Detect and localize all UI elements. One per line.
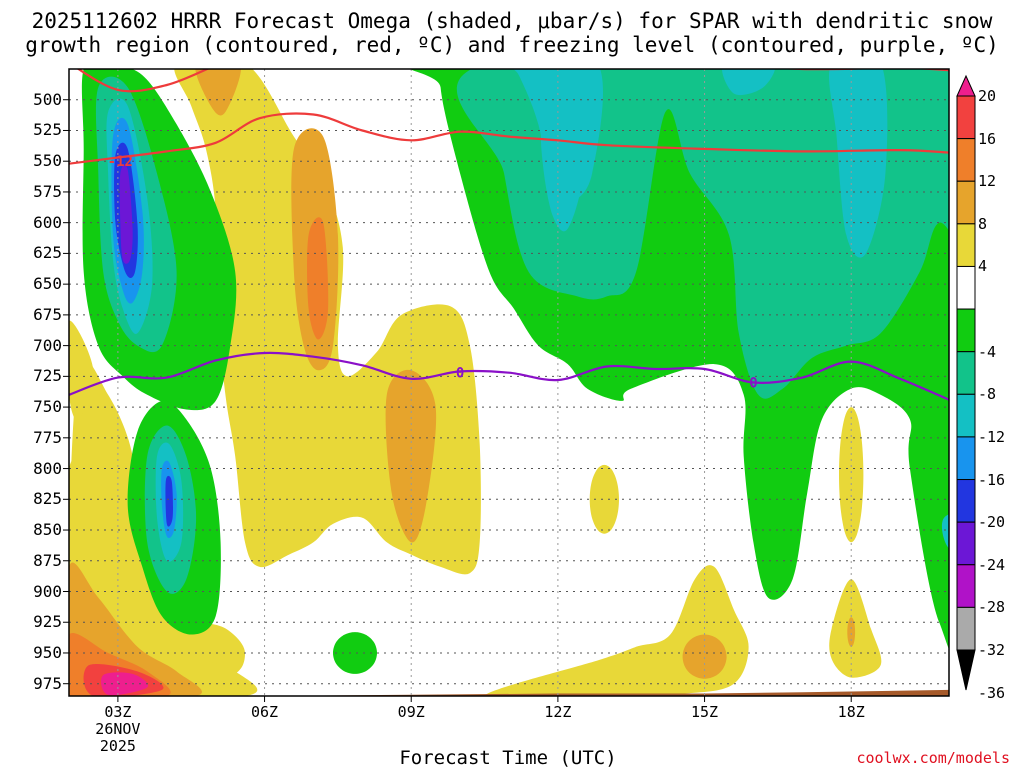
- y-tick-label: 950: [33, 642, 62, 662]
- colorbar-label: -24: [978, 555, 1006, 574]
- colorbar-bin: [956, 265, 976, 310]
- omega-sinking-15z-core: [682, 634, 727, 679]
- x-tick-label: 18Z: [837, 703, 865, 721]
- omega-rising-core-18z: [829, 69, 888, 258]
- y-tick-label: 975: [33, 673, 62, 693]
- y-tick-label: 575: [33, 181, 62, 201]
- colorbar-bin: [956, 308, 976, 353]
- x-tick-label: 09Z: [397, 703, 425, 721]
- colorbar-bin: [956, 564, 976, 608]
- x-tick-date: 26NOV: [95, 720, 141, 738]
- omega-rising-03z-purple: [119, 164, 133, 264]
- colorbar-label: -4: [978, 342, 997, 361]
- y-tick-label: 550: [33, 151, 62, 171]
- chart-title-line-1: 2025112602 HRRR Forecast Omega (shaded, …: [31, 9, 993, 33]
- omega-sinking-18z-cell-upper: [839, 407, 864, 543]
- colorbar-label: -20: [978, 513, 1006, 532]
- colorbar-label: 16: [978, 129, 997, 148]
- colorbar-bin: [956, 180, 976, 225]
- colorbar-label: -12: [978, 427, 1006, 446]
- terrain-ground: [69, 689, 949, 696]
- colorbar-label: -36: [978, 683, 1006, 702]
- y-tick-layer: [63, 99, 69, 685]
- y-tick-label: 900: [33, 581, 62, 601]
- omega-rising-core-16z: [721, 69, 775, 96]
- omega-rising-right-edge-cyan: [941, 514, 949, 549]
- y-tick-label: 525: [33, 120, 62, 140]
- omega-sinking-15z-cell: [484, 565, 749, 696]
- y-tick-label: 925: [33, 612, 62, 632]
- colorbar-bin: [956, 138, 976, 182]
- y-tick-label: 825: [33, 489, 62, 509]
- y-tick-label: 600: [33, 212, 62, 232]
- colorbar-bottom-arrow: [956, 649, 976, 691]
- omega-rising-04z-dkblue: [165, 475, 174, 527]
- colorbar-label: 12: [978, 172, 997, 191]
- dgz-contour-minus12: [69, 112, 949, 165]
- x-tick-label: 03Z: [104, 703, 132, 721]
- colorbar-label: 4: [978, 257, 988, 276]
- omega-sinking-07z-core: [307, 217, 329, 340]
- omega-rising-08z-cell: [333, 632, 377, 674]
- omega-sinking-18z-core: [847, 617, 856, 647]
- colorbar-top-arrow: [956, 74, 976, 97]
- contour-label-minus12: -12: [108, 154, 133, 170]
- colorbar-bin: [956, 606, 976, 651]
- y-tick-label: 650: [33, 274, 62, 294]
- colorbar-bin: [956, 479, 976, 523]
- y-tick-label: 850: [33, 520, 62, 540]
- omega-sinking-03z-topleft: [69, 320, 94, 421]
- x-axis-label: Forecast Time (UTC): [399, 747, 617, 769]
- colorbar: [956, 74, 976, 691]
- y-tick-label: 725: [33, 366, 62, 386]
- colorbar-label: -16: [978, 470, 1006, 489]
- colorbar-bin: [956, 521, 976, 566]
- colorbar-bin: [956, 436, 976, 481]
- x-tick-year: 2025: [99, 737, 136, 755]
- colorbar-label: 8: [978, 214, 988, 233]
- plot-frame: [68, 68, 950, 697]
- omega-sinking-13z-cell: [589, 464, 619, 534]
- y-tick-label: 675: [33, 304, 62, 324]
- contour-label-zero: 0: [456, 366, 464, 382]
- x-tick-label: 15Z: [691, 703, 719, 721]
- credit-link[interactable]: coolwx.com/models: [856, 749, 1010, 767]
- x-tick-layer: [117, 696, 852, 702]
- omega-sinking-03z-sfc-magenta: [101, 672, 149, 696]
- contour-label-zero: 0: [749, 376, 757, 392]
- y-tick-label: 625: [33, 243, 62, 263]
- freezing-level-contour: [69, 351, 949, 401]
- colorbar-label: 20: [978, 87, 997, 105]
- colorbar-label: -8: [978, 385, 997, 404]
- chart-title-line-2: growth region (contoured, red, ºC) and f…: [25, 33, 999, 57]
- x-tick-label: 12Z: [544, 703, 572, 721]
- y-tick-label: 875: [33, 550, 62, 570]
- y-tick-label: 775: [33, 427, 62, 447]
- colorbar-bin: [956, 95, 976, 140]
- colorbar-label: -28: [978, 598, 1006, 617]
- y-tick-label: 500: [33, 89, 62, 109]
- y-tick-label: 800: [33, 458, 62, 478]
- colorbar-label: -32: [978, 641, 1006, 659]
- x-tick-label: 06Z: [251, 703, 279, 721]
- colorbar-bin: [956, 351, 976, 395]
- omega-sinking-0507z-orange: [195, 69, 241, 116]
- y-tick-label: 750: [33, 397, 62, 417]
- colorbar-bin: [956, 393, 976, 438]
- grid-layer: [69, 69, 949, 696]
- y-tick-label: 700: [33, 335, 62, 355]
- colorbar-bin: [956, 223, 976, 267]
